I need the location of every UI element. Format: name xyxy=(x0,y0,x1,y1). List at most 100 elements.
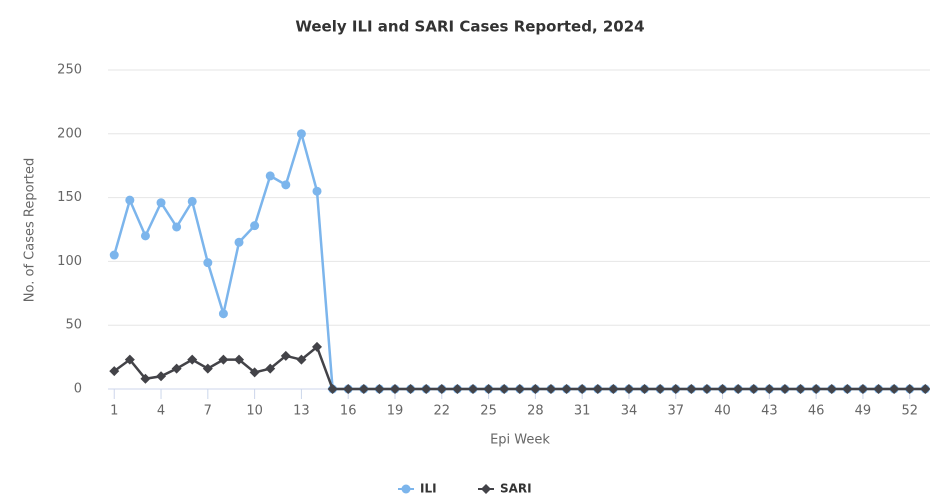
point xyxy=(795,384,806,394)
x-tick-label: 46 xyxy=(808,404,825,419)
y-tick-label: 200 xyxy=(57,126,82,141)
x-tick-label: 10 xyxy=(246,404,263,419)
point xyxy=(187,196,197,206)
y-tick-label: 100 xyxy=(57,254,82,269)
point xyxy=(873,384,884,394)
point xyxy=(436,384,447,394)
x-tick-label: 40 xyxy=(714,404,731,419)
point xyxy=(389,384,400,394)
x-tick-label: 16 xyxy=(340,404,357,419)
point xyxy=(811,384,822,394)
point xyxy=(483,384,494,394)
x-tick-label: 1 xyxy=(110,404,118,419)
point xyxy=(467,384,478,394)
point xyxy=(686,384,697,394)
point xyxy=(701,384,712,394)
y-tick-label: 0 xyxy=(74,382,82,397)
point xyxy=(592,384,603,394)
point xyxy=(109,366,120,377)
point xyxy=(639,384,650,394)
y-axis-label: No. of Cases Reported xyxy=(23,158,38,302)
point xyxy=(889,384,900,394)
point xyxy=(234,354,245,365)
x-tick-label: 49 xyxy=(855,404,872,419)
x-tick-label: 7 xyxy=(204,404,212,419)
legend-marker xyxy=(401,484,411,494)
point xyxy=(218,354,229,365)
point xyxy=(202,363,213,374)
point xyxy=(608,384,619,394)
chart-title: Weely ILI and SARI Cases Reported, 2024 xyxy=(295,18,644,36)
x-tick-label: 22 xyxy=(434,404,451,419)
series-line xyxy=(113,344,926,391)
point xyxy=(140,231,150,241)
point xyxy=(530,384,541,394)
x-tick-label: 31 xyxy=(574,404,591,419)
point xyxy=(421,384,432,394)
x-axis-label: Epi Week xyxy=(490,433,550,448)
point xyxy=(779,384,790,394)
point xyxy=(265,171,275,181)
point xyxy=(717,384,728,394)
x-tick-label: 25 xyxy=(480,404,497,419)
point xyxy=(171,363,182,374)
point xyxy=(452,384,463,394)
point xyxy=(826,384,837,394)
x-tick-label: 4 xyxy=(157,404,165,419)
point xyxy=(296,354,307,365)
point xyxy=(920,384,930,394)
point xyxy=(655,384,666,394)
point xyxy=(499,384,510,394)
point xyxy=(281,180,291,190)
point xyxy=(265,363,276,374)
point xyxy=(514,384,525,394)
y-tick-label: 150 xyxy=(57,190,82,205)
point xyxy=(405,384,416,394)
x-tick-label: 28 xyxy=(527,404,544,419)
y-tick-label: 250 xyxy=(57,63,82,78)
point xyxy=(109,250,119,260)
point xyxy=(296,129,306,139)
point xyxy=(733,384,744,394)
point xyxy=(312,186,322,196)
point xyxy=(249,367,260,378)
point xyxy=(312,341,323,352)
point xyxy=(280,350,291,361)
legend-label: ILI xyxy=(420,482,437,496)
point xyxy=(904,384,915,394)
point xyxy=(250,221,260,231)
legend-marker xyxy=(481,484,491,494)
x-tick-label: 34 xyxy=(621,404,638,419)
point xyxy=(187,354,198,365)
point xyxy=(218,309,228,319)
point xyxy=(561,384,572,394)
point xyxy=(358,384,369,394)
point xyxy=(670,384,681,394)
x-tick-label: 52 xyxy=(901,404,918,419)
x-tick-label: 13 xyxy=(293,404,310,419)
point xyxy=(764,384,775,394)
point xyxy=(545,384,556,394)
point xyxy=(327,384,338,394)
point xyxy=(156,371,167,382)
x-tick-label: 43 xyxy=(761,404,778,419)
point xyxy=(842,384,853,394)
legend-label: SARI xyxy=(500,482,532,496)
point xyxy=(374,384,385,394)
x-tick-label: 19 xyxy=(387,404,404,419)
point xyxy=(172,222,182,232)
point xyxy=(748,384,759,394)
point xyxy=(124,354,135,365)
point xyxy=(857,384,868,394)
point xyxy=(234,237,244,247)
point xyxy=(125,195,135,205)
point xyxy=(140,373,151,384)
x-tick-label: 37 xyxy=(667,404,684,419)
y-tick-label: 50 xyxy=(65,318,82,333)
point xyxy=(343,384,354,394)
point xyxy=(577,384,588,394)
point xyxy=(203,258,213,268)
point xyxy=(623,384,634,394)
point xyxy=(156,198,166,208)
